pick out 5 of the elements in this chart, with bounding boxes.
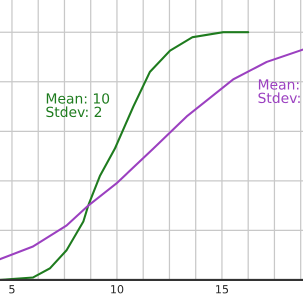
series-label: Mean: 10 Stdev: 2 (46, 93, 110, 118)
x-tick-label: 5 (9, 285, 15, 294)
x-tick-label: 10 (111, 285, 124, 294)
x-tick-label: 15 (216, 285, 228, 294)
series-label: Mean: Stdev: (258, 79, 300, 104)
